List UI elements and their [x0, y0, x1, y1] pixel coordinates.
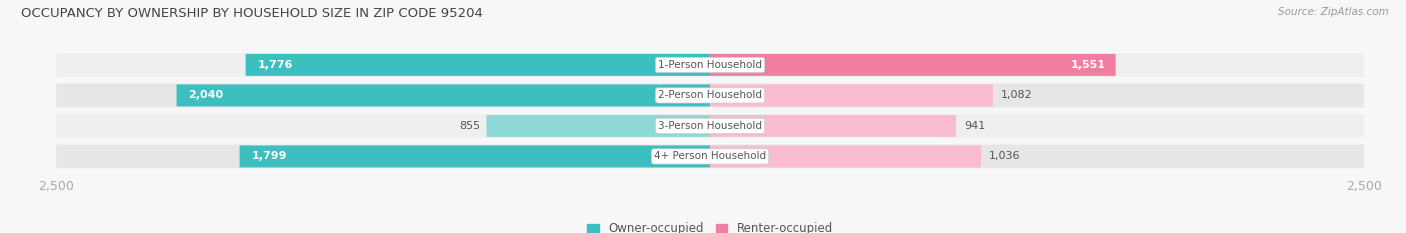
FancyBboxPatch shape	[710, 84, 993, 106]
Text: 1,776: 1,776	[257, 60, 292, 70]
Text: 1,551: 1,551	[1071, 60, 1107, 70]
Text: OCCUPANCY BY OWNERSHIP BY HOUSEHOLD SIZE IN ZIP CODE 95204: OCCUPANCY BY OWNERSHIP BY HOUSEHOLD SIZE…	[21, 7, 484, 20]
Text: 2-Person Household: 2-Person Household	[658, 90, 762, 100]
Text: 855: 855	[458, 121, 479, 131]
FancyBboxPatch shape	[486, 115, 710, 137]
Text: 1,799: 1,799	[252, 151, 287, 161]
Text: 2,040: 2,040	[188, 90, 224, 100]
Text: 4+ Person Household: 4+ Person Household	[654, 151, 766, 161]
FancyBboxPatch shape	[177, 84, 710, 106]
FancyBboxPatch shape	[710, 54, 1115, 76]
FancyBboxPatch shape	[246, 54, 710, 76]
FancyBboxPatch shape	[710, 115, 956, 137]
Text: 3-Person Household: 3-Person Household	[658, 121, 762, 131]
FancyBboxPatch shape	[239, 145, 710, 168]
FancyBboxPatch shape	[56, 53, 1364, 77]
Legend: Owner-occupied, Renter-occupied: Owner-occupied, Renter-occupied	[586, 223, 834, 233]
FancyBboxPatch shape	[56, 83, 1364, 107]
Text: 941: 941	[965, 121, 986, 131]
Text: 1-Person Household: 1-Person Household	[658, 60, 762, 70]
FancyBboxPatch shape	[710, 145, 981, 168]
Text: 1,036: 1,036	[988, 151, 1021, 161]
FancyBboxPatch shape	[56, 144, 1364, 168]
Text: Source: ZipAtlas.com: Source: ZipAtlas.com	[1278, 7, 1389, 17]
FancyBboxPatch shape	[56, 114, 1364, 138]
Text: 1,082: 1,082	[1001, 90, 1032, 100]
